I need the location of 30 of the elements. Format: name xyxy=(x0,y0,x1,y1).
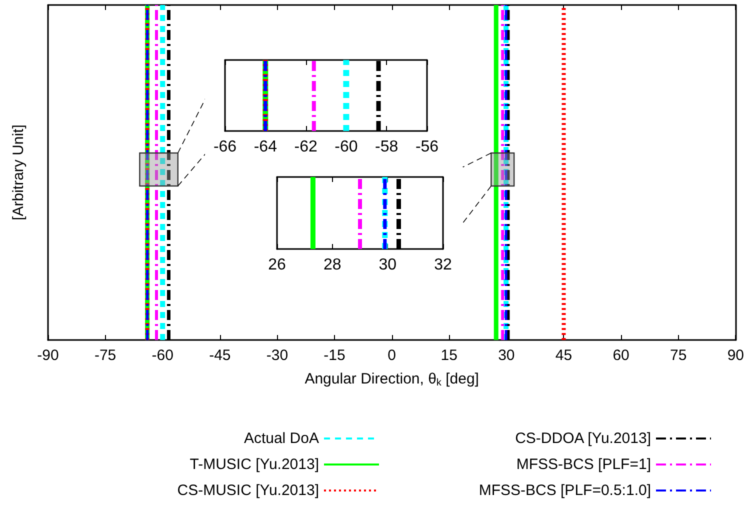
x-tick-label: -45 xyxy=(209,347,231,364)
x-tick-label: -62 xyxy=(294,138,318,156)
x-tick-label: 0 xyxy=(388,347,396,364)
x-tick-label: 75 xyxy=(670,347,687,364)
x-tick-label: 45 xyxy=(555,347,572,364)
x-tick-label: 26 xyxy=(268,256,286,274)
x-tick-label: -60 xyxy=(334,138,358,156)
x-tick-label: -60 xyxy=(152,347,174,364)
legend-label: T-MUSIC [Yu.2013] xyxy=(190,456,319,473)
legend-label: CS-MUSIC [Yu.2013] xyxy=(177,482,319,499)
x-tick-label: -58 xyxy=(375,138,398,156)
legend-label: Actual DoA xyxy=(244,430,319,447)
x-tick-label: -90 xyxy=(37,347,59,364)
legend-label: MFSS-BCS [PLF=1] xyxy=(516,456,651,473)
y-axis-title: [Arbitrary Unit] xyxy=(10,124,27,220)
x-tick-label: -75 xyxy=(94,347,116,364)
x-tick-label: -64 xyxy=(254,138,278,156)
x-tick-label: 32 xyxy=(434,256,452,274)
x-tick-label: -56 xyxy=(415,138,439,156)
x-tick-label: 90 xyxy=(727,347,744,364)
x-tick-label: 30 xyxy=(378,256,397,274)
legend-label: MFSS-BCS [PLF=0.5:1.0] xyxy=(478,482,651,499)
x-tick-label: 30 xyxy=(498,347,515,364)
x-tick-label: 15 xyxy=(440,347,458,364)
x-tick-label: 28 xyxy=(323,256,342,274)
x-tick-label: 60 xyxy=(612,347,630,364)
x-tick-label: -15 xyxy=(324,347,346,364)
x-tick-label: -30 xyxy=(266,347,288,364)
legend-label: CS-DDOA [Yu.2013] xyxy=(515,430,651,447)
x-tick-label: -66 xyxy=(213,138,237,156)
